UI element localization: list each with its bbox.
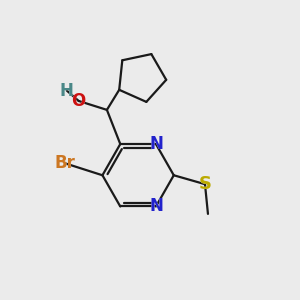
Text: O: O xyxy=(71,92,86,110)
Text: H: H xyxy=(60,82,74,100)
Text: N: N xyxy=(149,197,163,215)
Text: O: O xyxy=(71,92,86,110)
Text: Br: Br xyxy=(55,154,76,172)
Text: S: S xyxy=(199,175,212,193)
Text: N: N xyxy=(149,197,163,215)
Text: H: H xyxy=(60,82,74,100)
Text: Br: Br xyxy=(55,154,76,172)
Text: N: N xyxy=(149,135,163,153)
Text: N: N xyxy=(149,135,163,153)
Text: S: S xyxy=(199,175,212,193)
